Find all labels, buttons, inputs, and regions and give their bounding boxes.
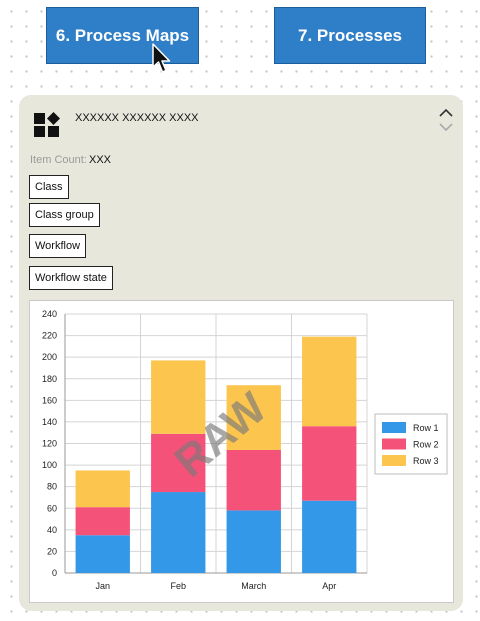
y-tick-label: 80 (47, 482, 57, 492)
y-tick-label: 120 (42, 439, 57, 449)
panel-title: XXXXXX XXXXXX XXXX (75, 112, 199, 124)
tag-workflow[interactable]: Workflow (29, 234, 87, 258)
y-tick-label: 240 (42, 309, 57, 319)
process-maps-button[interactable]: 6. Process Maps (46, 7, 199, 64)
y-tick-label: 220 (42, 331, 57, 341)
y-tick-label: 180 (42, 374, 57, 384)
y-tick-label: 40 (47, 525, 57, 535)
bar-segment (75, 507, 130, 536)
legend-swatch (382, 422, 406, 433)
tag-class-group[interactable]: Class group (29, 203, 100, 227)
info-panel: XXXXXX XXXXXX XXXX Item Count: XXX Class… (19, 95, 463, 611)
bar-segment (226, 449, 281, 511)
x-tick-label: Apr (322, 581, 336, 591)
y-tick-label: 160 (42, 395, 57, 405)
legend-label: Row 3 (413, 456, 439, 466)
x-tick-label: Jan (95, 581, 110, 591)
chart-canvas: 0 20 40 60 80 100 120 140 160 180 200 220 240 Jan Feb M… (42, 309, 448, 591)
collapse-chevrons-icon[interactable] (437, 107, 455, 133)
bar-segment (75, 470, 130, 508)
x-tick-label: March (241, 581, 266, 591)
legend-label: Row 1 (413, 423, 439, 433)
stacked-bar-chart: 0 20 40 60 80 100 120 140 160 180 200 220 240 Jan Feb M… (29, 300, 454, 603)
bar-segment (302, 426, 357, 501)
bar-segment (151, 360, 206, 434)
bar-segment (151, 433, 206, 493)
bar-segment (302, 500, 357, 573)
y-tick-label: 140 (42, 417, 57, 427)
legend-swatch (382, 455, 406, 466)
bar-segment (302, 336, 357, 427)
y-tick-label: 200 (42, 352, 57, 362)
item-count-label: Item Count: (30, 154, 87, 166)
legend-swatch (382, 438, 406, 450)
processes-button[interactable]: 7. Processes (274, 7, 426, 64)
bar-segment (75, 535, 130, 573)
tag-workflow-state[interactable]: Workflow state (29, 266, 113, 290)
shapes-logo-icon (34, 112, 60, 137)
y-tick-label: 20 (47, 546, 57, 556)
legend-label: Row 2 (413, 440, 439, 450)
y-tick-label: 0 (52, 568, 57, 578)
y-tick-label: 100 (42, 460, 57, 470)
tag-class[interactable]: Class (29, 175, 69, 199)
item-count-value: XXX (89, 154, 112, 166)
bar-segment (151, 492, 206, 573)
y-tick-label: 60 (47, 503, 57, 513)
bar-segment (226, 510, 281, 573)
bar-segment (226, 385, 281, 450)
mouse-cursor-icon (152, 43, 171, 73)
x-tick-label: Feb (170, 581, 186, 591)
